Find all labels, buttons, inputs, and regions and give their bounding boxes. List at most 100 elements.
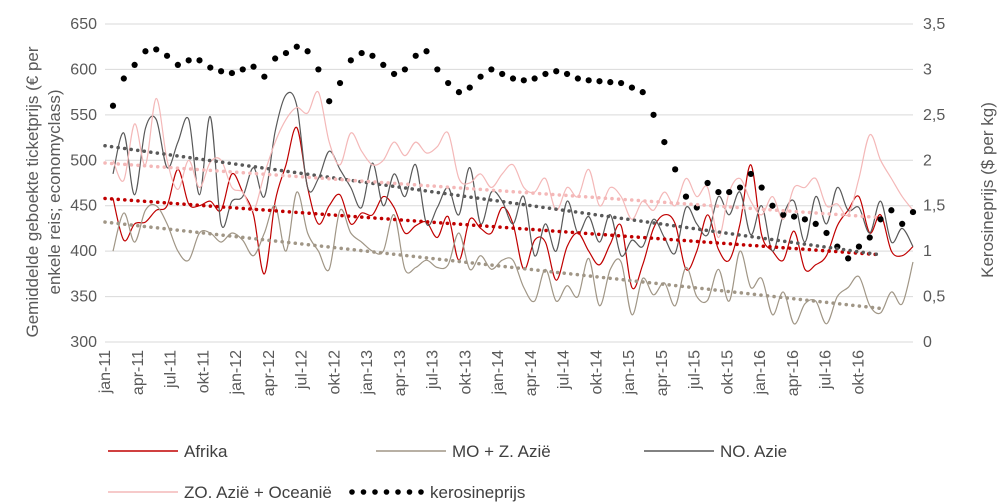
trendline-6 bbox=[103, 220, 882, 311]
legend: Afrika MO + Z. Azië NO. Azie ZO. Azië + … bbox=[108, 442, 787, 502]
x-tick-label: apr-12 bbox=[261, 350, 278, 396]
y-tick-left-label: 500 bbox=[70, 152, 97, 169]
x-tick-label: apr-13 bbox=[392, 350, 409, 396]
y-tick-left-label: 650 bbox=[70, 16, 97, 33]
kerosine-point bbox=[704, 179, 711, 187]
kerosine-point bbox=[499, 70, 506, 78]
kerosine-point bbox=[250, 63, 257, 70]
series-line-1 bbox=[112, 191, 914, 325]
kerosine-point bbox=[282, 49, 290, 57]
y-tick-right-label: 3,5 bbox=[923, 16, 945, 33]
kerosine-point bbox=[672, 166, 679, 173]
legend-kero-dot bbox=[395, 489, 401, 495]
x-tick-label: apr-14 bbox=[523, 350, 540, 396]
kerosine-point bbox=[553, 68, 560, 75]
kerosine-point bbox=[488, 66, 495, 73]
kerosine-point bbox=[423, 48, 430, 55]
kerosine-point bbox=[239, 66, 246, 73]
y-tick-right-label: 2 bbox=[923, 152, 932, 169]
x-axis-ticks: jan-11 apr-11 jul-11 okt-11 jan-12 apr-12 jul-… bbox=[97, 350, 867, 396]
x-tick-label: apr-15 bbox=[654, 350, 671, 396]
kerosine-point bbox=[618, 79, 625, 87]
legend-kero-dot bbox=[360, 489, 367, 495]
kerosine-point bbox=[336, 79, 344, 87]
x-tick-label: okt-15 bbox=[719, 350, 736, 395]
legend-kero-dot bbox=[418, 489, 424, 495]
legend-label-kerosineprijs: kerosineprijs bbox=[430, 483, 525, 502]
legend-kero-dot bbox=[406, 489, 413, 495]
kerosine-point bbox=[196, 57, 203, 64]
kerosine-point bbox=[185, 57, 192, 64]
x-tick-label: okt-16 bbox=[850, 350, 867, 395]
x-tick-label: okt-11 bbox=[195, 350, 212, 393]
y-axis-right-title: Kerosineprijs ($ per kg) bbox=[978, 102, 997, 278]
x-tick-label: okt-14 bbox=[588, 350, 605, 395]
legend-kero-dot bbox=[349, 489, 355, 495]
y-tick-right-label: 3 bbox=[923, 61, 932, 78]
kerosine-point bbox=[747, 170, 754, 178]
kerosine-point bbox=[347, 57, 354, 64]
kerosine-point bbox=[899, 220, 906, 227]
kerosine-point bbox=[780, 211, 787, 218]
x-tick-label: okt-13 bbox=[457, 350, 474, 395]
series-line-0 bbox=[112, 126, 914, 290]
kerosine-point bbox=[520, 77, 527, 84]
y-axis-left-title-line-1: Gemiddelde geboekte ticketprijs (€ per bbox=[23, 46, 42, 337]
trendline-8 bbox=[103, 161, 882, 220]
kerosine-point bbox=[866, 234, 873, 241]
kerosine-point bbox=[801, 216, 808, 223]
kerosine-point bbox=[358, 49, 365, 57]
x-tick-label: jul-15 bbox=[687, 350, 704, 390]
kerosine-point bbox=[207, 64, 214, 71]
kerosine-point bbox=[131, 61, 138, 68]
x-tick-label: jan-12 bbox=[228, 350, 245, 396]
y-axis-left-ticks: 300 350 400 450 500 550 600 650 bbox=[70, 16, 97, 351]
trendline-5 bbox=[103, 196, 882, 257]
kerosine-point bbox=[877, 216, 884, 223]
kerosine-point bbox=[563, 70, 571, 78]
kerosine-point bbox=[218, 68, 225, 75]
kerosine-point bbox=[153, 46, 160, 53]
kerosine-point bbox=[445, 79, 452, 87]
x-tick-label: jan-15 bbox=[621, 350, 638, 396]
series-layer bbox=[103, 43, 917, 325]
kerosine-point bbox=[769, 202, 776, 209]
series-line-3 bbox=[112, 90, 914, 239]
y-tick-left-label: 300 bbox=[70, 334, 97, 351]
kerosine-point bbox=[650, 111, 657, 118]
y-tick-left-label: 400 bbox=[70, 243, 97, 260]
kerosine-point bbox=[823, 229, 830, 237]
kerosine-point bbox=[477, 73, 484, 80]
y-tick-left-label: 550 bbox=[70, 107, 97, 124]
y-tick-left-label: 350 bbox=[70, 289, 97, 306]
kerosine-point bbox=[326, 98, 333, 105]
kerosine-point bbox=[909, 208, 917, 216]
kerosine-point bbox=[726, 188, 733, 196]
kerosine-point bbox=[380, 61, 387, 68]
x-tick-label: jan-14 bbox=[490, 350, 507, 396]
x-tick-label: jul-14 bbox=[556, 350, 573, 390]
legend-kero-dot bbox=[383, 489, 390, 495]
kerosine-point bbox=[715, 188, 722, 196]
x-tick-label: jul-12 bbox=[294, 350, 311, 390]
kerosine-point bbox=[758, 184, 765, 191]
kerosine-point bbox=[542, 70, 549, 78]
kerosine-point bbox=[607, 79, 614, 86]
legend-label-zo-azie-oceanie: ZO. Azië + Oceanië bbox=[184, 483, 332, 502]
x-tick-label: jul-16 bbox=[818, 350, 835, 390]
grid-lines bbox=[105, 23, 913, 343]
legend-kero-dot bbox=[372, 489, 378, 495]
kerosine-point bbox=[109, 102, 117, 109]
kerosine-point bbox=[369, 52, 376, 59]
kerosine-point bbox=[661, 139, 668, 146]
kerosine-point bbox=[531, 75, 538, 82]
kerosine-point bbox=[455, 89, 463, 96]
kerosine-point bbox=[412, 52, 419, 59]
x-tick-label: apr-11 bbox=[130, 350, 147, 395]
kerosine-point bbox=[315, 66, 322, 73]
kerosine-point bbox=[304, 48, 311, 55]
kerosine-point bbox=[574, 75, 581, 82]
kerosine-point bbox=[434, 66, 441, 73]
y-tick-right-label: 0,5 bbox=[923, 289, 945, 306]
